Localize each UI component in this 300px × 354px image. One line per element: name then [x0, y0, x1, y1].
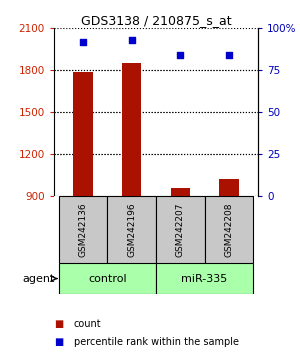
Bar	[122, 63, 141, 196]
Text: GSM242196: GSM242196	[127, 202, 136, 257]
Text: count: count	[74, 319, 101, 329]
Point	[178, 52, 183, 58]
Point	[129, 37, 134, 43]
Bar	[74, 72, 93, 196]
Text: GSM242136: GSM242136	[79, 202, 88, 257]
Bar	[171, 188, 190, 196]
Bar	[59, 196, 107, 263]
Text: percentile rank within the sample: percentile rank within the sample	[74, 337, 238, 347]
Text: GSM242207: GSM242207	[176, 202, 185, 257]
Title: GDS3138 / 210875_s_at: GDS3138 / 210875_s_at	[81, 14, 231, 27]
Bar	[59, 263, 156, 294]
Text: GSM242208: GSM242208	[224, 202, 233, 257]
Text: miR-335: miR-335	[182, 274, 228, 284]
Bar	[156, 196, 205, 263]
Bar	[156, 263, 253, 294]
Text: agent: agent	[22, 274, 55, 284]
Text: control: control	[88, 274, 127, 284]
Text: ■: ■	[54, 319, 63, 329]
Bar	[219, 179, 239, 196]
Bar	[205, 196, 253, 263]
Point	[81, 39, 85, 45]
Point	[226, 52, 231, 58]
Bar	[107, 196, 156, 263]
Text: ■: ■	[54, 337, 63, 347]
